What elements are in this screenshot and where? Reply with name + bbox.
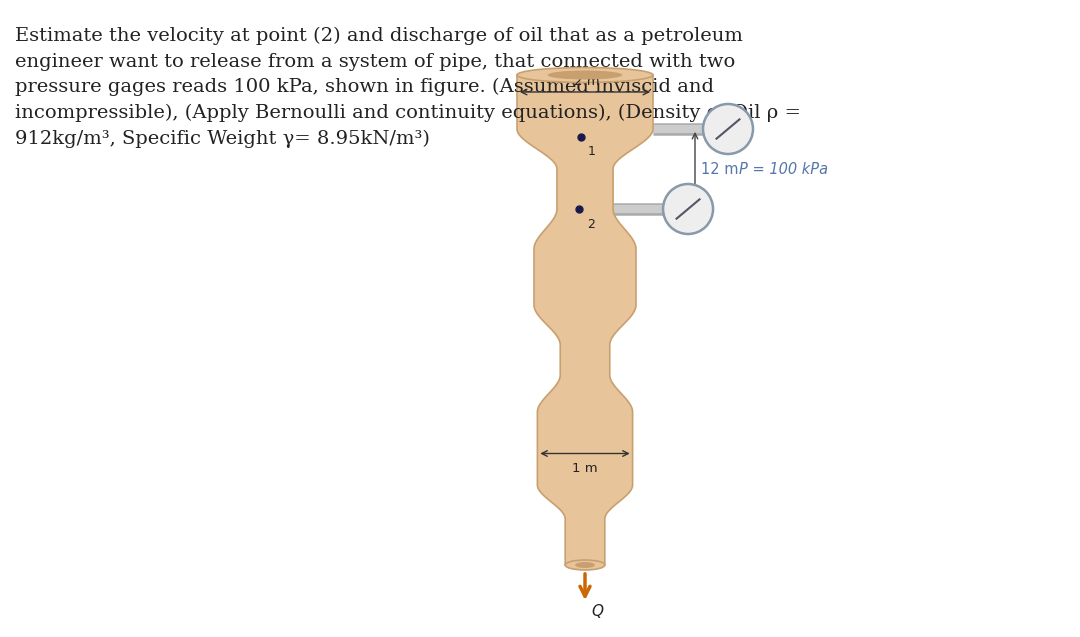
Ellipse shape xyxy=(576,562,595,568)
Circle shape xyxy=(663,184,713,234)
Text: 1 m: 1 m xyxy=(572,461,598,475)
Text: 1: 1 xyxy=(588,145,596,158)
Ellipse shape xyxy=(517,68,653,83)
Text: 2: 2 xyxy=(588,218,595,231)
Text: 12 m: 12 m xyxy=(701,162,739,176)
Text: P = 100 kPa: P = 100 kPa xyxy=(739,162,828,176)
Ellipse shape xyxy=(565,560,605,570)
Text: 2 m: 2 m xyxy=(575,75,599,88)
Text: Q: Q xyxy=(591,604,603,619)
Ellipse shape xyxy=(548,71,622,80)
Text: Estimate the velocity at point (2) and discharge of oil that as a petroleum
engi: Estimate the velocity at point (2) and d… xyxy=(15,27,801,148)
Circle shape xyxy=(703,104,753,154)
Polygon shape xyxy=(517,75,653,565)
